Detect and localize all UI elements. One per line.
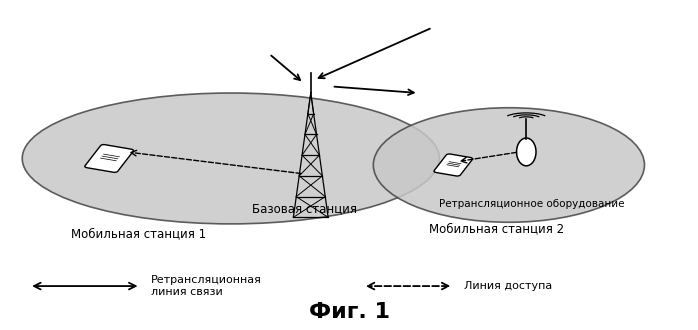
Ellipse shape — [517, 138, 536, 166]
Ellipse shape — [22, 93, 439, 224]
Text: Линия доступа: Линия доступа — [463, 281, 552, 291]
FancyBboxPatch shape — [434, 154, 473, 176]
Text: Фиг. 1: Фиг. 1 — [309, 302, 389, 322]
Text: Ретрансляционное оборудование: Ретрансляционное оборудование — [439, 199, 625, 209]
Text: Мобильная станция 1: Мобильная станция 1 — [71, 227, 206, 240]
FancyBboxPatch shape — [84, 145, 133, 172]
Text: Базовая станция: Базовая станция — [252, 203, 357, 215]
Text: Ретрансляционная
линия связи: Ретрансляционная линия связи — [151, 275, 262, 297]
Text: Мобильная станция 2: Мобильная станция 2 — [429, 222, 564, 235]
Ellipse shape — [373, 108, 644, 222]
